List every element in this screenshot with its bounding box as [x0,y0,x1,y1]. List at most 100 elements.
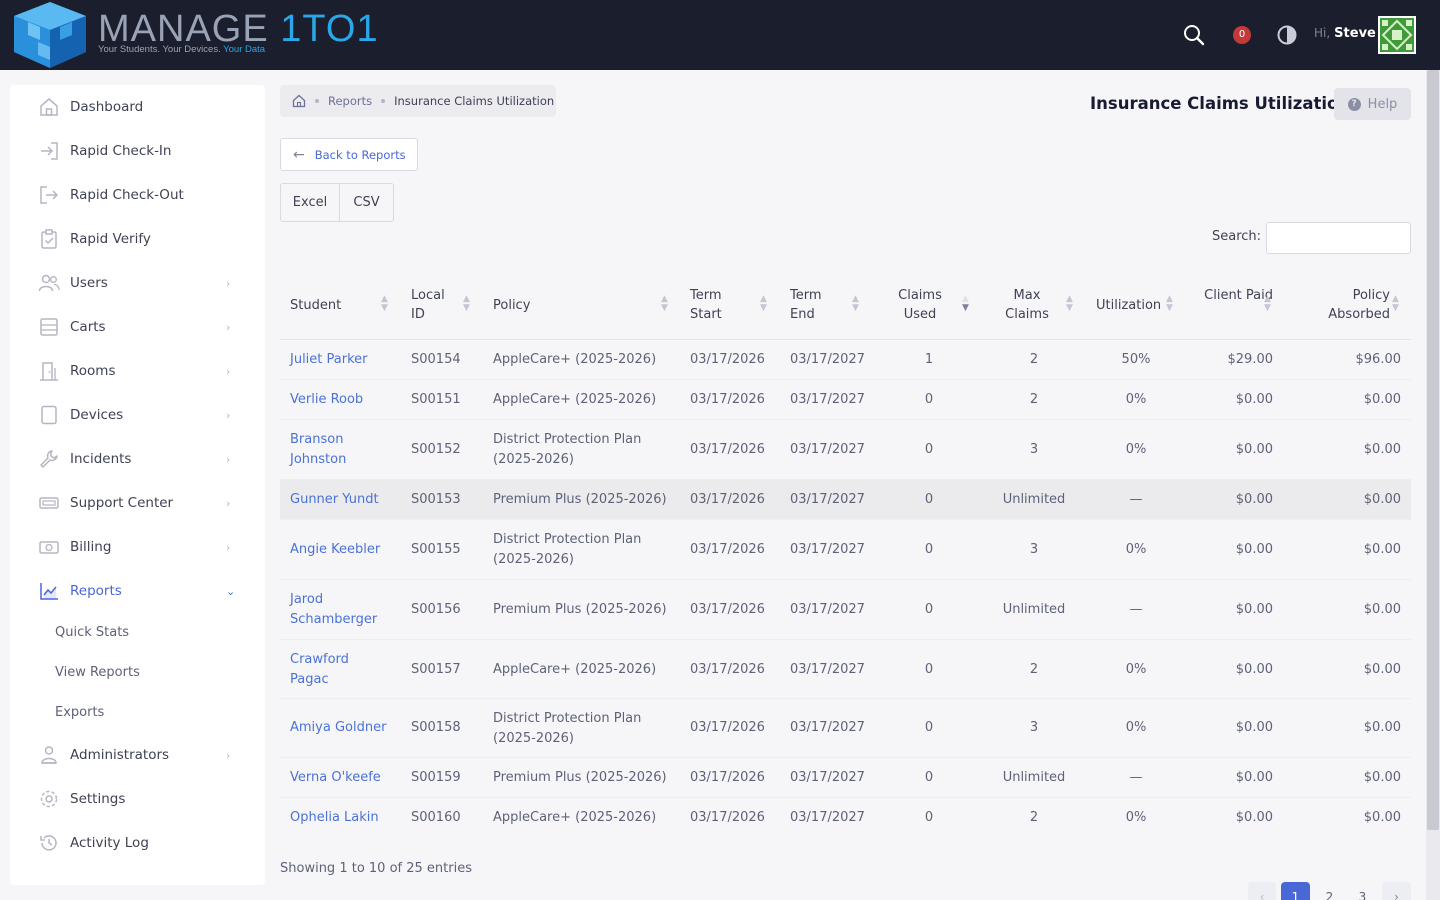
max-claims: Unlimited [1002,492,1066,507]
sort-icon[interactable]: ▲ ▼ [1066,294,1073,313]
sort-icon[interactable]: ▲ ▼ [760,294,767,313]
policy: Premium Plus (2025-2026) [493,492,667,507]
page-scrollbar-thumb[interactable] [1427,70,1439,830]
policy: AppleCare+ (2025-2026) [493,392,657,407]
client-paid: $0.00 [1235,662,1273,677]
student-link[interactable]: Gunner Yundt [290,492,379,507]
sort-icon[interactable]: ▲ ▼ [661,294,668,313]
sort-desc-icon[interactable]: ▲ ▼ [962,294,969,313]
sidebar-item-rapid-check-out[interactable]: Rapid Check-Out [10,173,265,217]
sidebar-item-devices[interactable]: Devices › [10,393,265,437]
sidebar-item-users[interactable]: Users › [10,261,265,305]
csv-export-button[interactable]: CSV [340,183,394,222]
student-link[interactable]: Angie Keebler [290,542,381,557]
student-link[interactable]: Crawford Pagac [290,652,349,687]
arrow-left-icon: ← [293,146,305,163]
sidebar-subitem-quick-stats[interactable]: Quick Stats [55,625,130,640]
column-header-term-start[interactable]: Term Start [690,288,722,322]
back-to-reports-button[interactable]: ← Back to Reports [280,138,418,171]
sidebar-subitem-view-reports[interactable]: View Reports [55,665,140,680]
sidebar-item-billing[interactable]: Billing › [10,525,265,569]
user-greeting[interactable]: Hi, Steve [1314,26,1376,41]
excel-export-button[interactable]: Excel [280,183,340,222]
sort-icon[interactable]: ▲ ▼ [463,294,470,313]
sidebar-item-label: Users [70,275,108,291]
table-row: Jarod Schamberger S00156 Premium Plus (2… [280,580,1411,640]
theme-toggle-icon[interactable] [1275,23,1299,47]
student-link[interactable]: Branson Johnston [290,432,347,467]
sidebar-item-label: Devices [70,407,124,423]
sidebar-item-carts[interactable]: Carts › [10,305,265,349]
student-link[interactable]: Amiya Goldner [290,720,387,735]
sort-icon[interactable]: ▲ ▼ [1264,294,1271,313]
term-start: 03/17/2026 [690,352,765,367]
search-input[interactable] [1266,222,1411,254]
sidebar-item-support-center[interactable]: Support Center › [10,481,265,525]
entries-info: Showing 1 to 10 of 25 entries [280,861,472,876]
pagination-page-1[interactable]: 1 [1281,882,1310,900]
column-header-claims-used[interactable]: Claims Used [898,288,942,322]
sidebar-item-rooms[interactable]: Rooms › [10,349,265,393]
term-start: 03/17/2026 [690,542,765,557]
chart-icon [40,583,58,600]
money-icon [39,541,59,554]
pagination-page-3[interactable]: 3 [1358,890,1367,900]
help-button[interactable]: ? Help [1334,88,1411,120]
student-link[interactable]: Verna O'keefe [290,770,381,785]
local-id: S00152 [411,442,461,457]
client-paid: $0.00 [1235,602,1273,617]
student-link[interactable]: Juliet Parker [290,352,368,367]
sidebar-item-incidents[interactable]: Incidents › [10,437,265,481]
notification-badge[interactable]: 0 [1233,26,1251,44]
client-paid: $29.00 [1227,352,1274,367]
column-header-term-end[interactable]: Term End [790,288,822,322]
breadcrumb-link-reports[interactable]: Reports [328,94,373,108]
sidebar-item-dashboard[interactable]: Dashboard [10,85,265,129]
search-icon[interactable] [1182,23,1206,47]
sidebar: Dashboard Rapid Check-In Rapid Check-Out… [10,85,265,885]
sidebar-item-administrators[interactable]: Administrators › [10,733,265,777]
student-link[interactable]: Verlie Roob [290,392,364,407]
sort-icon[interactable]: ▲ ▼ [1166,294,1173,313]
home-icon[interactable] [292,94,306,108]
sort-icon[interactable]: ▲ ▼ [852,294,859,313]
help-label: Help [1367,96,1398,112]
sidebar-item-rapid-check-in[interactable]: Rapid Check-In [10,129,265,173]
utilization: 0% [1125,392,1147,407]
sidebar-item-settings[interactable]: Settings [10,777,265,821]
avatar[interactable] [1378,16,1416,54]
column-header-policy-absorbed[interactable]: Policy Absorbed [1328,288,1390,322]
sidebar-item-label: Rapid Check-In [70,143,172,159]
sidebar-item-rapid-verify[interactable]: Rapid Verify [10,217,265,261]
local-id: S00157 [411,662,461,677]
max-claims: 3 [1029,542,1039,557]
policy: Premium Plus (2025-2026) [493,602,667,617]
sort-icon[interactable]: ▲ ▼ [1392,294,1399,313]
local-id: S00160 [411,810,461,825]
sidebar-subitem-exports[interactable]: Exports [55,705,105,720]
student-link[interactable]: Ophelia Lakin [290,810,379,825]
pagination-prev[interactable]: ‹ [1248,882,1276,900]
utilization: 0% [1125,810,1147,825]
client-paid: $0.00 [1235,492,1273,507]
column-header-utilization[interactable]: Utilization [1096,298,1162,313]
column-header-local-id[interactable]: Local ID [411,288,445,322]
claims-used: 0 [924,662,934,677]
app-logo[interactable]: MANAGE 1TO1 Your Students. Your Devices.… [10,2,378,68]
policy: AppleCare+ (2025-2026) [493,352,657,367]
column-header-max-claims[interactable]: Max Claims [1005,288,1049,322]
table-row: Verlie Roob S00151 AppleCare+ (2025-2026… [280,380,1411,420]
pagination-next[interactable]: › [1382,882,1411,900]
column-header-student[interactable]: Student [290,298,342,313]
column-header-policy[interactable]: Policy [493,298,531,313]
student-link[interactable]: Jarod Schamberger [290,592,378,627]
sidebar-item-activity-log[interactable]: Activity Log [10,821,265,865]
sort-icon[interactable]: ▲ ▼ [381,294,388,313]
table-row: Angie Keebler S00155 District Protection… [280,520,1411,580]
policy: District Protection Plan (2025-2026) [493,711,642,746]
policy-absorbed: $0.00 [1363,392,1401,407]
pagination-page-2[interactable]: 2 [1325,890,1334,900]
page-title: Insurance Claims Utilization [1090,94,1351,113]
column-header-client-paid[interactable]: Client Paid [1204,288,1273,303]
sidebar-item-reports[interactable]: Reports ⌄ [10,569,265,613]
